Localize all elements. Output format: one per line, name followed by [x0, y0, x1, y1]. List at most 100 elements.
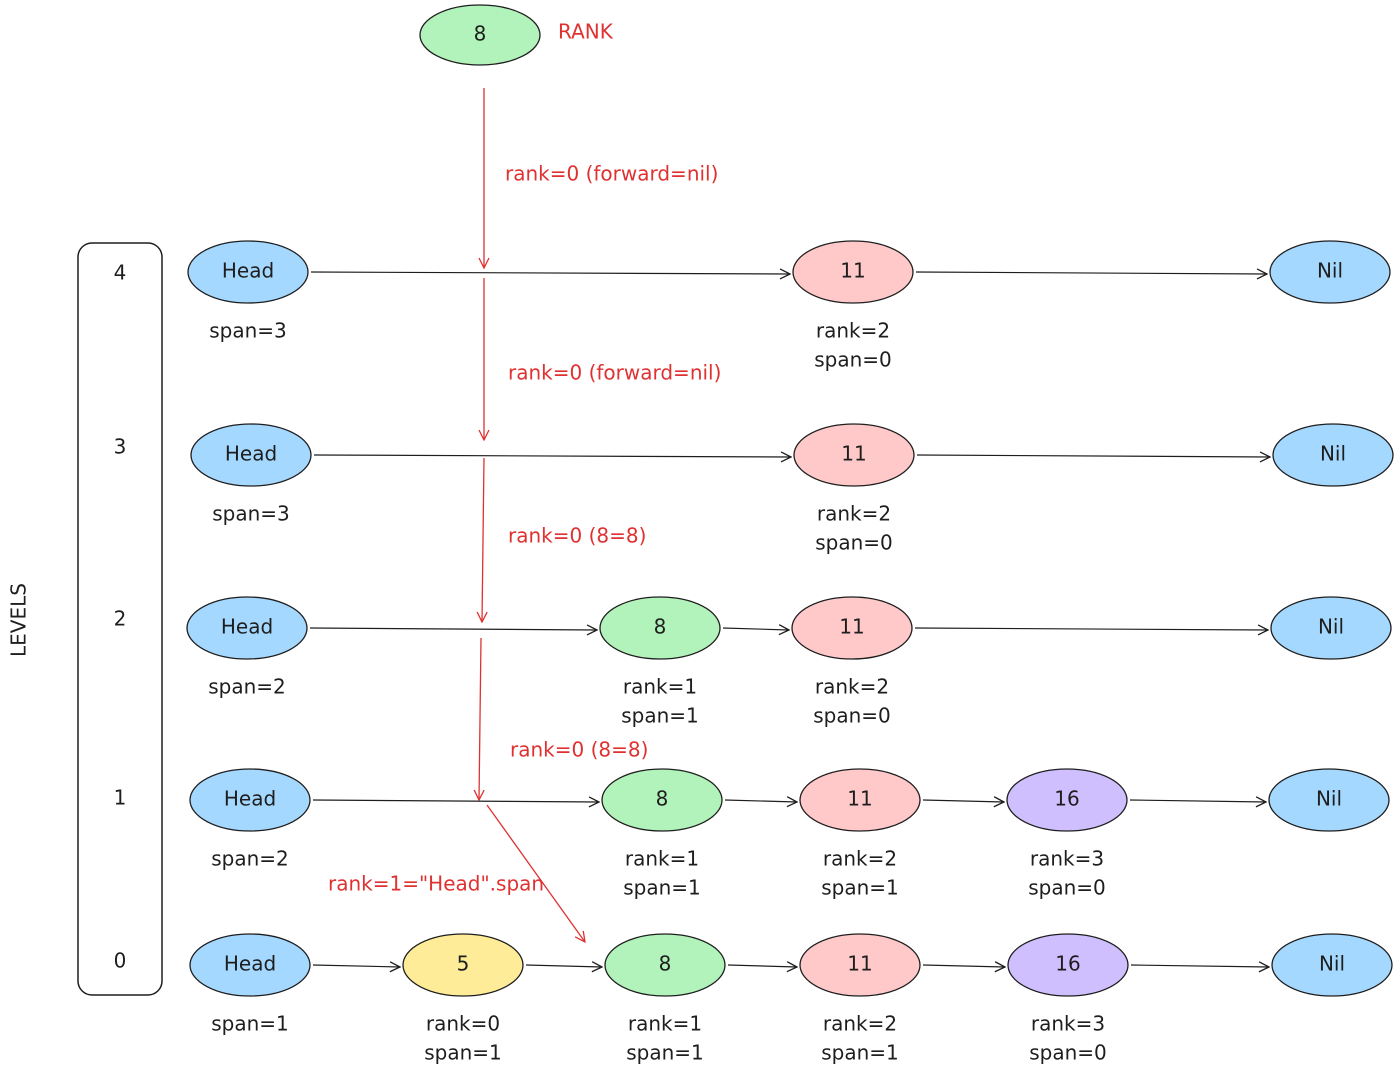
- node-label: 16: [1055, 952, 1080, 976]
- node-note: rank=1: [625, 847, 699, 871]
- node-note: span=1: [626, 1041, 704, 1065]
- node-note: span=1: [821, 876, 899, 900]
- node-label: Head: [224, 952, 276, 976]
- node-label: Head: [225, 442, 277, 466]
- node-note: span=3: [212, 502, 290, 526]
- node-note: span=1: [424, 1041, 502, 1065]
- node: [187, 240, 309, 304]
- search-node-label: 8: [474, 22, 487, 46]
- level-label: 1: [114, 786, 127, 810]
- level-label: 4: [114, 261, 127, 285]
- link-arrow: [312, 800, 599, 802]
- node: [604, 933, 726, 997]
- node: [791, 596, 913, 660]
- node: [1269, 240, 1391, 304]
- node-note: span=3: [209, 319, 287, 343]
- level-label: 3: [114, 435, 127, 459]
- node-label: 8: [659, 952, 672, 976]
- link-arrow: [915, 272, 1267, 274]
- node-note: rank=1: [623, 675, 697, 699]
- node: [799, 768, 921, 832]
- node-label: Nil: [1320, 442, 1346, 466]
- node-note: rank=2: [823, 1012, 897, 1036]
- search-label: RANK: [558, 20, 614, 44]
- node: [1268, 768, 1390, 832]
- node-note: span=0: [1029, 1041, 1107, 1065]
- node-note: span=2: [208, 675, 286, 699]
- node-label: 11: [839, 615, 864, 639]
- link-arrow: [312, 965, 400, 967]
- link-arrow: [722, 628, 789, 630]
- node: [599, 596, 721, 660]
- link-arrow: [916, 455, 1270, 457]
- link-arrow: [313, 455, 791, 457]
- node-note: rank=2: [817, 502, 891, 526]
- node-label: 11: [841, 442, 866, 466]
- node-note: rank=2: [823, 847, 897, 871]
- search-arrow: [479, 637, 481, 800]
- node: [799, 933, 921, 997]
- node-label: 16: [1054, 787, 1079, 811]
- node-label: Nil: [1318, 615, 1344, 639]
- node-label: Head: [224, 787, 276, 811]
- node-label: Nil: [1316, 787, 1342, 811]
- level-label: 2: [114, 607, 127, 631]
- node-label: Head: [221, 615, 273, 639]
- node: [1271, 933, 1393, 997]
- node: [601, 768, 723, 832]
- link-arrow: [525, 965, 602, 967]
- node: [1272, 423, 1394, 487]
- node-label: Nil: [1317, 259, 1343, 283]
- annotation: rank=0 (8=8): [510, 738, 648, 762]
- search-arrow: [486, 804, 585, 942]
- node-label: 11: [847, 952, 872, 976]
- link-arrow: [922, 800, 1004, 802]
- node-label: Head: [222, 259, 274, 283]
- node-note: span=1: [623, 876, 701, 900]
- node: [1007, 933, 1129, 997]
- node-note: span=0: [1028, 876, 1106, 900]
- node: [189, 933, 311, 997]
- node-label: 5: [457, 952, 470, 976]
- link-arrow: [1129, 800, 1266, 802]
- link-arrow: [309, 628, 597, 630]
- search-node: [419, 4, 541, 66]
- search-path: [479, 88, 585, 942]
- search-arrow: [482, 457, 484, 622]
- node-label: 11: [840, 259, 865, 283]
- node-note: span=0: [815, 531, 893, 555]
- level-label: 0: [114, 949, 127, 973]
- node-note: span=1: [821, 1041, 899, 1065]
- node-note: rank=2: [816, 319, 890, 343]
- link-arrow: [310, 272, 790, 274]
- node: [190, 423, 312, 487]
- node-note: span=0: [814, 348, 892, 372]
- node-label: 8: [654, 615, 667, 639]
- node-note: rank=3: [1030, 847, 1104, 871]
- node: [189, 768, 311, 832]
- node: [792, 240, 914, 304]
- link-arrow: [922, 965, 1005, 967]
- node-note: span=1: [211, 1012, 289, 1036]
- annotation: rank=0 (forward=nil): [505, 162, 718, 186]
- annotation: rank=0 (8=8): [508, 524, 646, 548]
- link-arrow: [1130, 965, 1269, 967]
- node-label: 8: [656, 787, 669, 811]
- levels-title: LEVELS: [7, 583, 31, 657]
- node-note: rank=1: [628, 1012, 702, 1036]
- node: [186, 596, 308, 660]
- node-note: rank=3: [1031, 1012, 1105, 1036]
- node-note: rank=2: [815, 675, 889, 699]
- node-note: span=2: [211, 847, 289, 871]
- node-note: span=0: [813, 704, 891, 728]
- node-note: span=1: [621, 704, 699, 728]
- node: [1270, 596, 1392, 660]
- node-label: 11: [847, 787, 872, 811]
- link-arrow: [727, 965, 797, 967]
- node: [1006, 768, 1128, 832]
- levels-box: [77, 242, 163, 996]
- link-arrow: [914, 628, 1268, 630]
- node-label: Nil: [1319, 952, 1345, 976]
